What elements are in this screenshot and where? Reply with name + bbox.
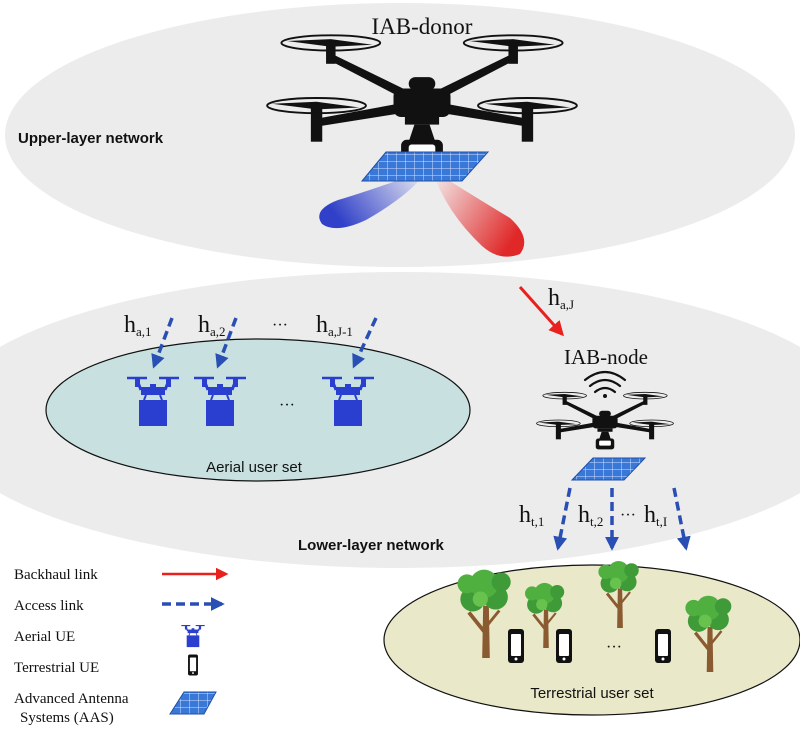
legend-aas-icon: [169, 691, 217, 715]
terrestrial-access-arrow-1: [553, 487, 572, 551]
terrestrial-channel-label-2: ht,2: [578, 502, 603, 529]
legend-aas-label-line2: Systems (AAS): [20, 710, 114, 726]
legend-aerial-ue-label: Aerial UE: [14, 629, 75, 645]
terrestrial-access-arrow-3: [672, 487, 691, 551]
lower-layer-label: Lower-layer network: [298, 537, 445, 554]
terrestrial-ue-icon: [508, 629, 524, 663]
aerial-channel-label-3: ha,J-1: [316, 312, 353, 339]
legend-access-label: Access link: [14, 598, 84, 614]
aerial-channel-label-2: ha,2: [198, 312, 226, 339]
node-aas-panel-icon: [570, 457, 647, 481]
aerial-channel-label-1: ha,1: [124, 312, 152, 339]
terrestrial-set-label: Terrestrial user set: [530, 685, 654, 702]
upper-layer-label: Upper-layer network: [18, 130, 164, 147]
aerial-access-arrow-1: [151, 317, 174, 369]
terrestrial-channel-dots: ···: [620, 507, 636, 524]
legend: Backhaul link Access link Aerial UE Terr…: [14, 567, 229, 726]
terrestrial-ue-icon: [556, 629, 572, 663]
aerial-access-arrow-3: [352, 317, 378, 369]
legend-aerial-ue-icon: [180, 624, 206, 648]
aerial-ue-dots: ···: [279, 397, 295, 414]
terrestrial-channel-label-3: ht,I: [644, 502, 667, 529]
upper-layer-region: [5, 3, 795, 267]
iab-node-title: IAB-node: [564, 345, 648, 369]
aerial-channel-dots: ···: [272, 317, 288, 334]
aerial-set-label: Aerial user set: [206, 459, 303, 476]
beam-red: [432, 170, 525, 257]
backhaul-arrow: [518, 286, 564, 337]
beam-blue: [319, 170, 428, 229]
backhaul-channel-label: ha,J: [548, 285, 574, 312]
legend-terrestrial-ue-icon: [188, 654, 198, 676]
legend-terrestrial-ue-label: Terrestrial UE: [14, 660, 99, 676]
aerial-user-set: [45, 338, 471, 482]
terrestrial-channel-label-1: ht,1: [519, 502, 544, 529]
terrestrial-ue-dots: ···: [606, 639, 622, 656]
donor-aas-panel-icon: [360, 151, 490, 182]
legend-backhaul-label: Backhaul link: [14, 567, 98, 583]
aerial-access-arrow-2: [215, 317, 238, 369]
wifi-icon: [583, 370, 627, 398]
iab-donor-title: IAB-donor: [372, 14, 473, 39]
terrestrial-ue-icon: [655, 629, 671, 663]
legend-aas-label-line1: Advanced Antenna: [14, 691, 129, 707]
